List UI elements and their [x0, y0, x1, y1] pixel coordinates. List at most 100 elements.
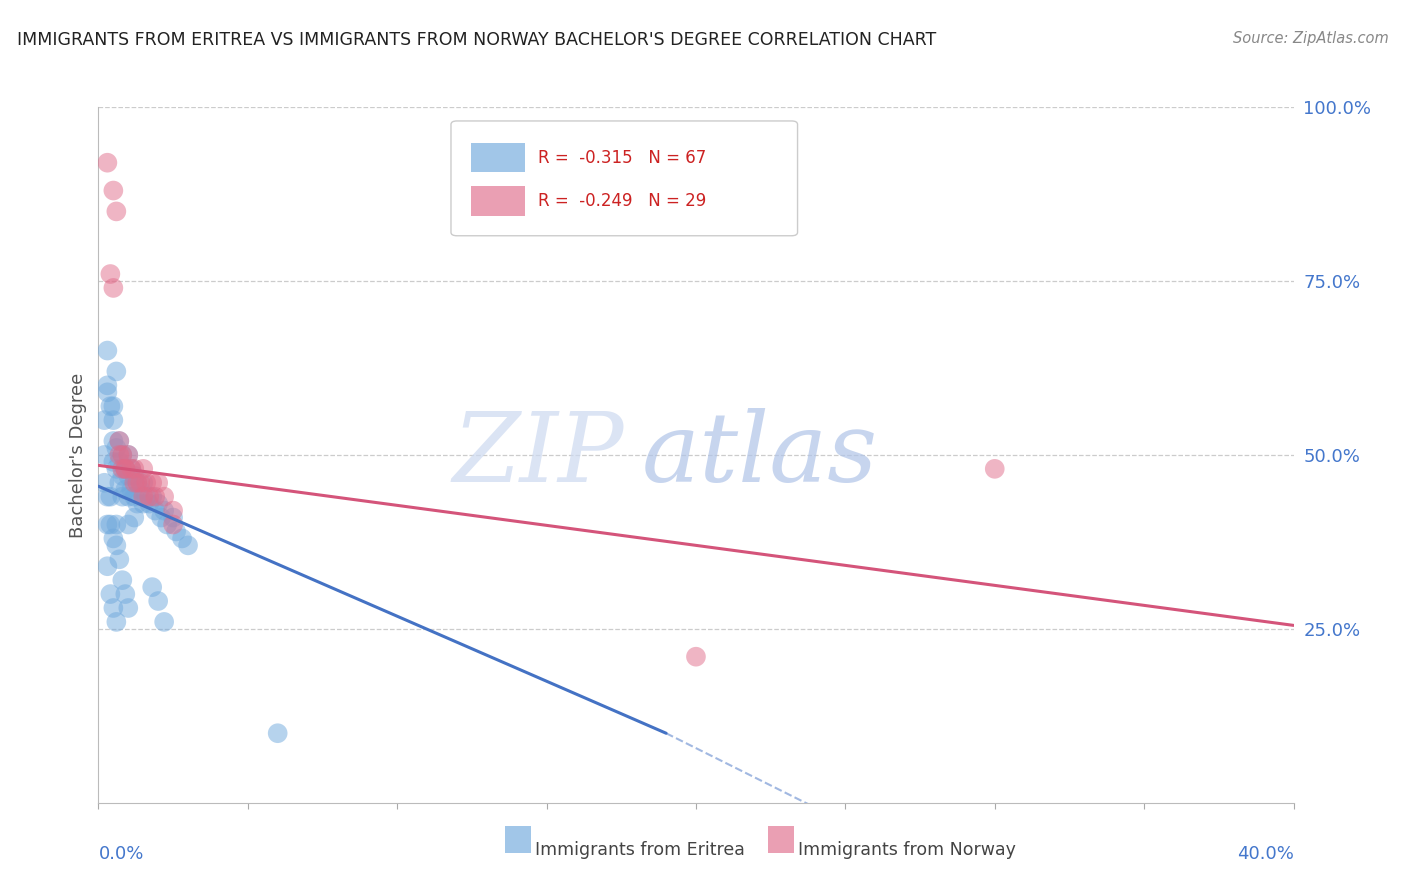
Point [127, 497, 149, 511]
Point [127, 475, 149, 490]
Point [120, 483, 142, 497]
Point [129, 475, 152, 490]
Point [93, 475, 115, 490]
Point [103, 413, 125, 427]
Point [105, 364, 128, 378]
FancyBboxPatch shape [451, 121, 797, 235]
Point [267, 726, 290, 740]
Point [177, 538, 200, 552]
Text: IMMIGRANTS FROM ERITREA VS IMMIGRANTS FROM NORWAY BACHELOR'S DEGREE CORRELATION : IMMIGRANTS FROM ERITREA VS IMMIGRANTS FR… [17, 31, 936, 49]
Text: ZIP: ZIP [453, 408, 624, 502]
Point [111, 468, 134, 483]
Point [153, 503, 176, 517]
Text: atlas: atlas [643, 408, 879, 502]
Point [148, 594, 170, 608]
Point [111, 490, 134, 504]
Point [96, 155, 118, 169]
Point [108, 448, 131, 462]
Bar [505, 827, 531, 853]
Point [129, 483, 152, 497]
Point [135, 475, 157, 490]
Point [138, 490, 160, 504]
Point [103, 601, 125, 615]
Point [96, 490, 118, 504]
Point [132, 490, 155, 504]
Text: R =  -0.315   N = 67: R = -0.315 N = 67 [538, 149, 706, 167]
Point [111, 462, 134, 476]
Point [96, 517, 118, 532]
Point [117, 601, 139, 615]
Point [124, 510, 146, 524]
Point [103, 455, 125, 469]
Point [124, 490, 146, 504]
Point [105, 462, 128, 476]
Point [143, 503, 166, 517]
Point [93, 413, 115, 427]
Point [105, 204, 128, 219]
Point [117, 517, 139, 532]
Text: Source: ZipAtlas.com: Source: ZipAtlas.com [1233, 31, 1389, 46]
Point [96, 378, 118, 392]
Point [103, 434, 125, 448]
Point [93, 448, 115, 462]
Point [132, 475, 155, 490]
Point [135, 490, 157, 504]
Bar [471, 144, 524, 172]
Point [114, 462, 136, 476]
Point [120, 462, 142, 476]
Point [984, 462, 1007, 476]
Point [132, 497, 155, 511]
Point [96, 343, 118, 358]
Text: Immigrants from Eritrea: Immigrants from Eritrea [534, 841, 745, 859]
Text: 0.0%: 0.0% [98, 845, 143, 863]
Point [108, 552, 131, 566]
Point [98, 490, 122, 504]
Point [127, 475, 149, 490]
Point [114, 483, 136, 497]
Point [114, 462, 136, 476]
Point [124, 468, 146, 483]
Point [153, 615, 176, 629]
Point [108, 455, 131, 469]
Point [96, 559, 118, 574]
Point [685, 649, 707, 664]
Point [98, 587, 122, 601]
Point [103, 281, 125, 295]
Point [114, 462, 136, 476]
Point [105, 517, 128, 532]
Point [138, 497, 160, 511]
Point [148, 497, 170, 511]
Point [124, 462, 146, 476]
Point [165, 524, 187, 539]
Point [141, 580, 163, 594]
Point [117, 468, 139, 483]
Point [105, 538, 128, 552]
Point [103, 399, 125, 413]
Bar [471, 186, 524, 216]
Point [98, 517, 122, 532]
Text: 40.0%: 40.0% [1237, 845, 1294, 863]
Point [117, 490, 139, 504]
Point [162, 510, 184, 524]
Point [103, 184, 125, 198]
Point [105, 615, 128, 629]
Point [98, 399, 122, 413]
Point [117, 448, 139, 462]
Point [156, 517, 179, 532]
Point [105, 441, 128, 455]
Text: R =  -0.249   N = 29: R = -0.249 N = 29 [538, 192, 706, 210]
Point [98, 267, 122, 281]
Point [117, 448, 139, 462]
Point [153, 490, 176, 504]
Point [141, 475, 163, 490]
Point [172, 532, 194, 546]
Point [148, 475, 170, 490]
Point [141, 490, 163, 504]
Point [162, 503, 184, 517]
Point [143, 490, 166, 504]
Point [132, 462, 155, 476]
Point [162, 517, 184, 532]
Bar [768, 827, 794, 853]
Text: Immigrants from Norway: Immigrants from Norway [797, 841, 1015, 859]
Point [108, 434, 131, 448]
